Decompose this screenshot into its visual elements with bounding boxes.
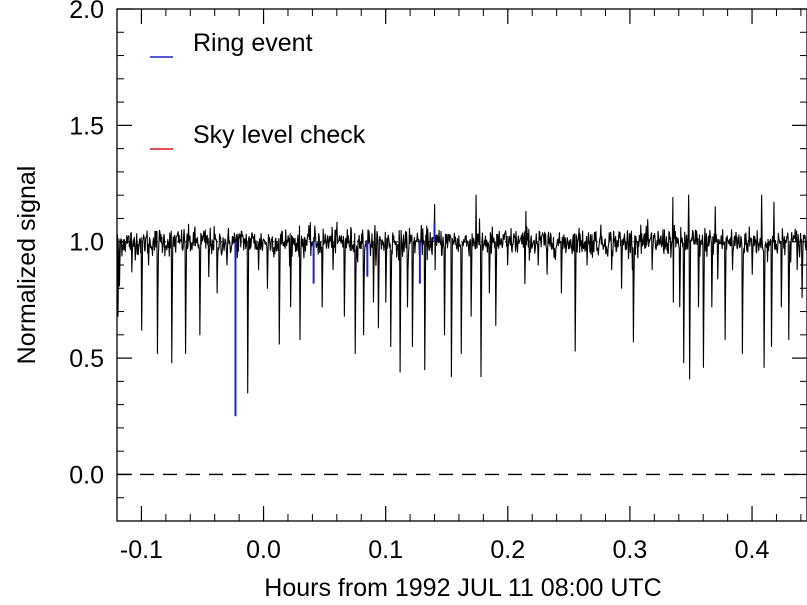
x-tick-label: 0.4 [735, 536, 770, 564]
x-tick-label: 0.3 [613, 536, 648, 564]
legend-label-2: Sky level check [193, 121, 366, 149]
y-tick-label: 0.5 [69, 345, 104, 373]
x-axis-title: Hours from 1992 JUL 11 08:00 UTC [264, 574, 661, 602]
legend-label-1: Ring event [193, 29, 313, 57]
plot-layer: -0.1 0.0 0.1 0.2 0.3 0.4 0.0 0.5 1.0 1.5 2.0 Hours … [13, 0, 807, 602]
x-tick-label: 0.2 [490, 536, 525, 564]
y-tick-label: 2.0 [69, 0, 104, 24]
y-tick-label: 1.5 [69, 112, 104, 140]
x-tick-label: -0.1 [120, 536, 163, 564]
series-main-line [116, 194, 807, 394]
y-tick-label: 1.0 [69, 229, 104, 257]
x-tick-label: 0.0 [246, 536, 281, 564]
x-tick-label: 0.1 [368, 536, 403, 564]
y-axis-title: Normalized signal [13, 166, 41, 365]
y-tick-label: 0.0 [69, 461, 104, 489]
